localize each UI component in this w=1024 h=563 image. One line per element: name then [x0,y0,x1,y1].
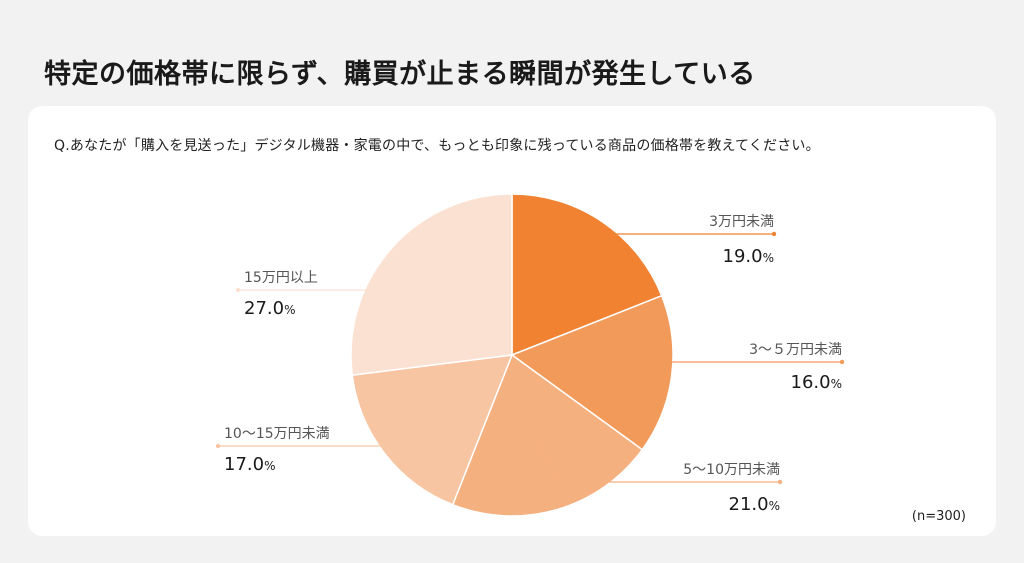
sample-size: (n=300) [911,509,966,524]
pie-slice [350,193,513,377]
leader-dot [215,443,221,449]
leader-dot [235,287,241,293]
leader-line [582,233,774,252]
page-title: 特定の価格帯に限らず、購買が止まる瞬間が発生している [44,59,756,90]
slice-value-label: 17.0% [224,454,275,475]
chart-card: Q.あなたが「購入を見送った」デジタル機器・家電の中で、もっとも印象に残っている… [28,106,996,536]
leader-line [218,409,442,447]
pie-slice [451,353,644,517]
slice-category-label: 3万円未満 [709,214,774,230]
slice-labels: 3万円未満 19.0% 3～５万円未満 16.0% 5～10万円未満 21.0% 10～15… [224,214,842,515]
pie-slice [511,193,663,357]
slice-value-label: 19.0% [723,246,774,267]
survey-question: Q.あなたが「購入を見送った」デジタル機器・家電の中で、もっとも印象に残っている… [54,138,820,154]
slice-category-label: 15万円以上 [244,270,318,286]
slice-value-label: 27.0% [244,298,295,319]
slice-value-label: 16.0% [791,372,842,393]
leader-line [599,361,842,367]
pie-chart: 3万円未満 19.0% 3～５万円未満 16.0% 5～10万円未満 21.0% 10～15… [215,193,845,517]
leader-dot [839,359,845,365]
slice-category-label: 5～10万円未満 [683,462,780,478]
leader-line [536,441,780,483]
pie-slice [351,354,514,506]
leader-lines [215,231,845,485]
leader-dot [777,479,783,485]
slice-value-label: 21.0% [729,494,780,515]
leader-line [238,289,445,296]
leader-dot [771,231,777,237]
slice-category-label: 10～15万円未満 [224,426,330,442]
pie-slice [510,294,674,451]
slice-category-label: 3～５万円未満 [749,342,842,358]
pie-slices [350,193,674,517]
